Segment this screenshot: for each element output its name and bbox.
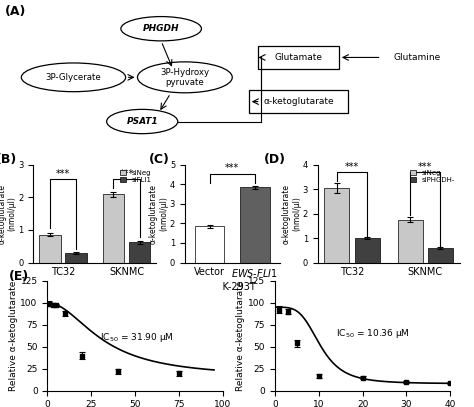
Bar (325, 188, 349, 263)
Bar (355, 238, 380, 263)
Y-axis label: α-ketoglutarate
(nmol/μl): α-ketoglutarate (nmol/μl) (149, 184, 168, 244)
Text: PHGDH: PHGDH (143, 24, 180, 33)
Text: (C): (C) (149, 153, 170, 166)
Y-axis label: α-ketoglutarate
(nmol/μl): α-ketoglutarate (nmol/μl) (282, 184, 301, 244)
Bar (240, 187, 270, 263)
Bar (129, 242, 150, 263)
Text: PSAT1: PSAT1 (127, 117, 158, 126)
Text: (B): (B) (0, 153, 18, 166)
Text: ***: *** (345, 162, 359, 172)
Legend: siNeg, siPHGDH-: siNeg, siPHGDH- (408, 168, 456, 185)
Ellipse shape (121, 17, 201, 41)
Text: (A): (A) (5, 4, 26, 18)
Legend: siNeg, siFLI1: siNeg, siFLI1 (118, 168, 153, 185)
Text: Glutamate: Glutamate (274, 53, 323, 62)
Text: (D): (D) (264, 153, 285, 166)
Text: IC$_{50}$ = 31.90 μM: IC$_{50}$ = 31.90 μM (100, 331, 174, 344)
X-axis label: HEK-293T: HEK-293T (209, 282, 255, 292)
Ellipse shape (21, 63, 126, 92)
Y-axis label: Relative α-ketoglutarate: Relative α-ketoglutarate (236, 280, 245, 391)
Text: IC$_{50}$ = 10.36 μM: IC$_{50}$ = 10.36 μM (336, 327, 410, 340)
FancyBboxPatch shape (249, 90, 348, 113)
Text: (E): (E) (9, 270, 29, 283)
Text: 3P-Hydroxy
pyruvate: 3P-Hydroxy pyruvate (160, 68, 210, 87)
Y-axis label: Relative α-ketoglutarate: Relative α-ketoglutarate (9, 280, 18, 391)
Text: 3P-Glycerate: 3P-Glycerate (46, 73, 101, 82)
Text: Glutamine: Glutamine (393, 53, 441, 62)
Text: ***: *** (225, 163, 239, 173)
Bar (428, 248, 453, 263)
Text: α-ketoglutarate: α-ketoglutarate (264, 97, 334, 106)
Bar (65, 254, 87, 263)
Text: ***: *** (418, 162, 432, 172)
Bar (39, 235, 61, 263)
FancyBboxPatch shape (258, 46, 339, 69)
Y-axis label: α-ketoglutarate
(nmol/μl): α-ketoglutarate (nmol/μl) (0, 184, 17, 244)
Bar (398, 220, 423, 263)
Bar (195, 226, 224, 263)
Bar (103, 194, 124, 263)
Ellipse shape (107, 109, 178, 133)
Text: ***: *** (119, 169, 134, 179)
Text: ***: *** (56, 169, 70, 179)
Ellipse shape (137, 62, 232, 93)
